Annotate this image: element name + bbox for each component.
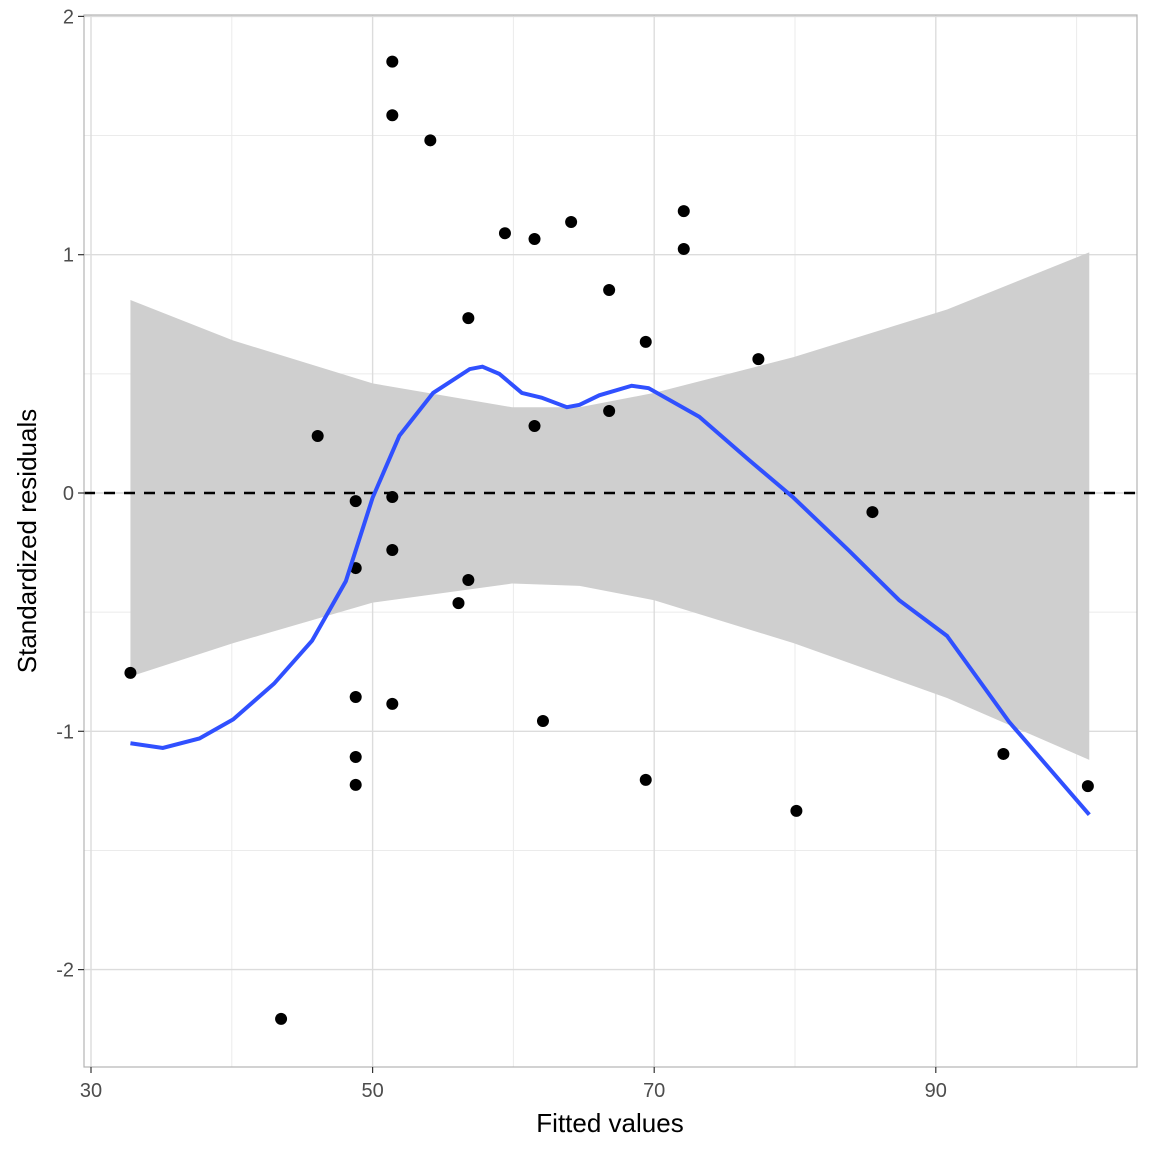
data-point xyxy=(124,666,137,679)
data-point xyxy=(997,747,1010,760)
data-point xyxy=(603,283,616,296)
x-tick-label: 50 xyxy=(361,1080,383,1102)
x-axis: 30 50 70 90 xyxy=(80,1067,947,1102)
data-point xyxy=(462,573,475,586)
data-point xyxy=(386,543,399,556)
data-point xyxy=(603,405,616,418)
data-point xyxy=(498,227,511,240)
data-point xyxy=(349,751,362,764)
data-point xyxy=(386,55,399,68)
data-point xyxy=(639,773,652,786)
data-point xyxy=(349,495,362,508)
data-point xyxy=(452,597,465,610)
y-tick-label: -2 xyxy=(56,960,74,982)
data-point xyxy=(349,778,362,791)
data-point xyxy=(424,134,437,147)
data-point xyxy=(790,804,803,817)
y-axis-title: Standardized residuals xyxy=(12,409,42,674)
data-point xyxy=(386,109,399,122)
data-point xyxy=(311,430,324,443)
data-point xyxy=(275,1012,288,1025)
x-tick-label: 30 xyxy=(80,1080,102,1102)
y-tick-label: 2 xyxy=(63,6,74,28)
x-tick-label: 90 xyxy=(925,1080,947,1102)
y-tick-label: 0 xyxy=(63,483,74,505)
x-axis-title: Fitted values xyxy=(536,1108,683,1138)
data-point xyxy=(386,491,399,504)
data-point xyxy=(677,242,690,255)
points xyxy=(124,55,1094,1025)
y-tick-label: 1 xyxy=(63,245,74,267)
y-tick-label: -1 xyxy=(56,721,74,743)
data-point xyxy=(528,232,541,245)
x-tick-label: 70 xyxy=(643,1080,665,1102)
data-point xyxy=(462,312,475,325)
data-point xyxy=(536,715,549,728)
data-point xyxy=(386,697,399,710)
data-point xyxy=(565,216,578,229)
smooth-line xyxy=(130,364,1091,817)
data-point xyxy=(349,690,362,703)
data-point xyxy=(1081,780,1094,793)
data-point xyxy=(677,205,690,218)
data-point xyxy=(639,335,652,348)
data-point xyxy=(528,420,541,433)
panel-border xyxy=(83,14,1138,1068)
confidence-band xyxy=(130,252,1090,760)
y-axis: -2 -1 0 1 2 xyxy=(56,6,84,982)
data-point xyxy=(866,506,879,519)
data-point xyxy=(752,353,765,366)
